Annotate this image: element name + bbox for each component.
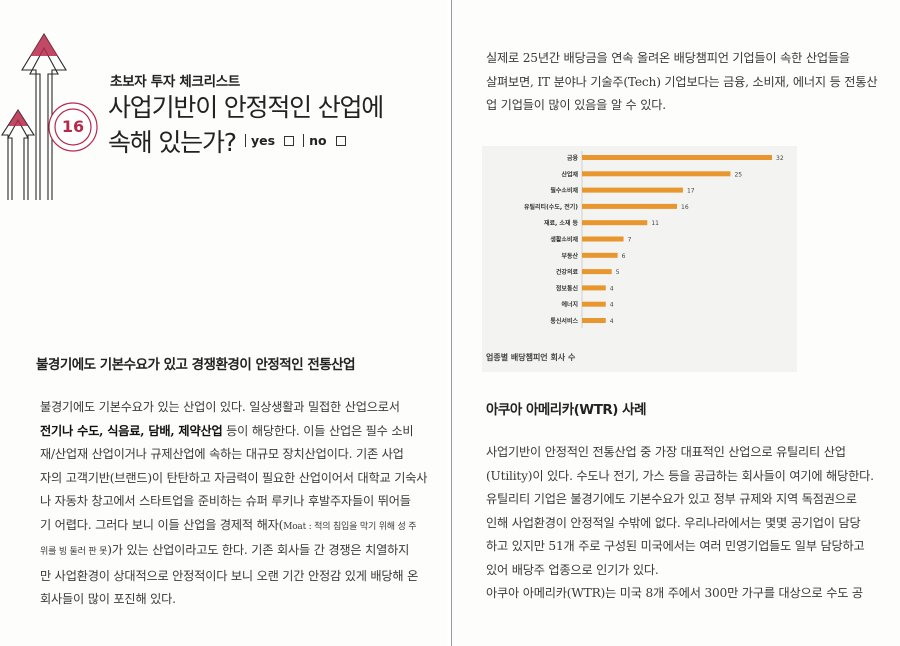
no-checkbox[interactable] [335, 135, 346, 146]
divider [245, 134, 246, 147]
body-line: (Utility)이 있다. 수도나 전기, 가스 등을 공급하는 회사들이 여… [486, 468, 874, 483]
left-section-title: 불경기에도 기본수요가 있고 경쟁환경이 안정적인 전통산업 [36, 357, 356, 373]
bar [582, 285, 606, 291]
value-label: 5 [616, 269, 620, 276]
emphasized-text: 전기나 수도, 식음료, 담배, 제약산업 [40, 423, 223, 438]
dividend-champions-bar-chart: 금융 32 산업재 25 필수소비재 17 유틸리티(수도, 전기) 16 재료, 소재 등 11… [482, 146, 797, 372]
value-label: 11 [651, 220, 659, 227]
body-line: 위를 빙 둘러 판 못)가 있는 산업이라고도 한다. 기존 회사들 간 경쟁은… [40, 543, 410, 557]
category-label: 유틸리티(수도, 전기) [524, 203, 578, 211]
bar [582, 318, 606, 323]
arrows-badge-graphic [0, 32, 98, 200]
body-line: 만 사업환경이 상대적으로 안정적이다 보니 오랜 기간 안정감 있게 배당해 … [40, 568, 419, 583]
body-line: 전기나 수도, 식음료, 담배, 제약산업 등이 해당한다. 이들 산업은 필수… [40, 423, 414, 438]
category-label: 에너지 [561, 301, 578, 309]
category-label: 금융 [567, 154, 579, 162]
bar [582, 187, 683, 193]
body-line: 자의 고객기반(브랜드)이 탄탄하고 자금력이 필요한 산업이어서 대학교 기숙… [40, 470, 428, 485]
chart-canvas: 금융 32 산업재 25 필수소비재 17 유틸리티(수도, 전기) 16 재료, 소재 등 11… [524, 151, 784, 328]
body-line: 있어 배당주 업종으로 인기가 있다. [486, 562, 659, 577]
bar [582, 171, 731, 177]
checklist-number: 16 [61, 117, 85, 136]
category-label: 통신서비스 [550, 317, 578, 325]
body-line: 기 어렵다. 그러다 보니 이들 산업을 경제적 해자(Moat : 적의 침입… [40, 517, 417, 532]
category-label: 건강의료 [556, 268, 579, 276]
yes-checkbox[interactable] [284, 135, 295, 146]
body-line: 유틸리티 기업은 불경기에도 기본수요가 있고 정부 규제와 지역 독점권으로 [486, 492, 857, 506]
yes-no-checkboxes: yes no [245, 133, 355, 148]
bar [582, 269, 612, 275]
value-label: 25 [734, 171, 742, 178]
body-line: 하고 있지만 51개 주로 구성된 미국에서는 여러 민영기업들도 일부 담당하… [486, 539, 865, 553]
right-intro-text: 실제로 25년간 배당금을 연속 올려온 배당챔피언 기업들이 속한 산업들을 … [486, 47, 878, 118]
category-label: 부동산 [561, 252, 578, 260]
category-label: 재료, 소재 등 [544, 219, 579, 227]
left-body-text: 불경기에도 기본수요가 있는 산업이 있다. 일상생활과 밀접한 산업으로서 전… [40, 396, 427, 612]
body-line: 불경기에도 기본수요가 있는 산업이 있다. 일상생활과 밀접한 산업으로서 [40, 400, 400, 414]
body-line: 아쿠아 아메리카(WTR)는 미국 8개 주에서 300만 가구를 대상으로 수… [486, 586, 863, 600]
left-page: 16 초보자 투자 체크리스트 사업기반이 안정적인 산업에 속해 있는가? y… [0, 0, 448, 646]
right-section-title: 아쿠아 아메리카(WTR) 사례 [486, 402, 647, 418]
value-label: 7 [628, 237, 632, 244]
bar [582, 301, 606, 307]
right-body-text: 사업기반이 안정적인 전통산업 중 가장 대표적인 산업으로 유틸리티 산업 (… [486, 441, 874, 606]
body-line: 실제로 25년간 배당금을 연속 올려온 배당챔피언 기업들이 속한 산업들을 [486, 51, 850, 65]
category-label: 정보통신 [556, 284, 579, 292]
value-label: 6 [622, 253, 626, 260]
divider [303, 134, 305, 147]
body-line: 살펴보면, IT 분야나 기술주(Tech) 기업보다는 금융, 소비재, 에너… [486, 74, 878, 89]
headline-line-1: 사업기반이 안정적인 산업에 [108, 93, 384, 122]
body-line: 나 자동차 창고에서 스타트업을 준비하는 슈퍼 루키나 후발주자들이 뛰어들 [40, 494, 411, 508]
category-label: 산업재 [561, 170, 578, 178]
body-line: 업 기업들이 많이 있음을 알 수 있다. [486, 98, 666, 112]
checklist-headline: 사업기반이 안정적인 산업에 속해 있는가? [108, 90, 384, 160]
headline-line-2: 속해 있는가? [108, 128, 237, 157]
body-line: 재/산업재 산업이거나 규제산업에 속하는 대규모 장치산업이다. 기존 사업 [40, 447, 404, 461]
value-label: 4 [610, 285, 614, 292]
category-label: 필수소비재 [550, 187, 578, 195]
value-label: 16 [681, 204, 689, 211]
body-line: 회사들이 많이 포진해 있다. [40, 592, 176, 606]
footnote-text: 위를 빙 둘러 판 못 [40, 547, 108, 557]
footnote-text: Moat : 적의 침입을 막기 위해 성 주 [283, 521, 417, 532]
body-line: 인해 사업환경이 안정적일 수밖에 없다. 우리나라에서는 몇몇 공기업이 담당 [486, 515, 861, 530]
body-line: 사업기반이 안정적인 전통산업 중 가장 대표적인 산업으로 유틸리티 산업 [486, 445, 846, 459]
value-label: 4 [610, 318, 614, 325]
bar [582, 236, 624, 242]
value-label: 32 [776, 155, 784, 162]
value-label: 4 [610, 302, 614, 309]
checklist-series-label: 초보자 투자 체크리스트 [110, 74, 240, 90]
bar [582, 203, 677, 209]
value-label: 17 [687, 188, 695, 195]
chart-caption: 업종별 배당챔피언 회사 수 [486, 353, 576, 362]
bar [582, 220, 648, 226]
category-label: 생활소비재 [550, 236, 578, 244]
book-gutter [447, 0, 451, 646]
bar [582, 252, 618, 258]
bar [582, 155, 772, 160]
no-label: no [309, 133, 327, 148]
yes-label: yes [251, 133, 276, 148]
